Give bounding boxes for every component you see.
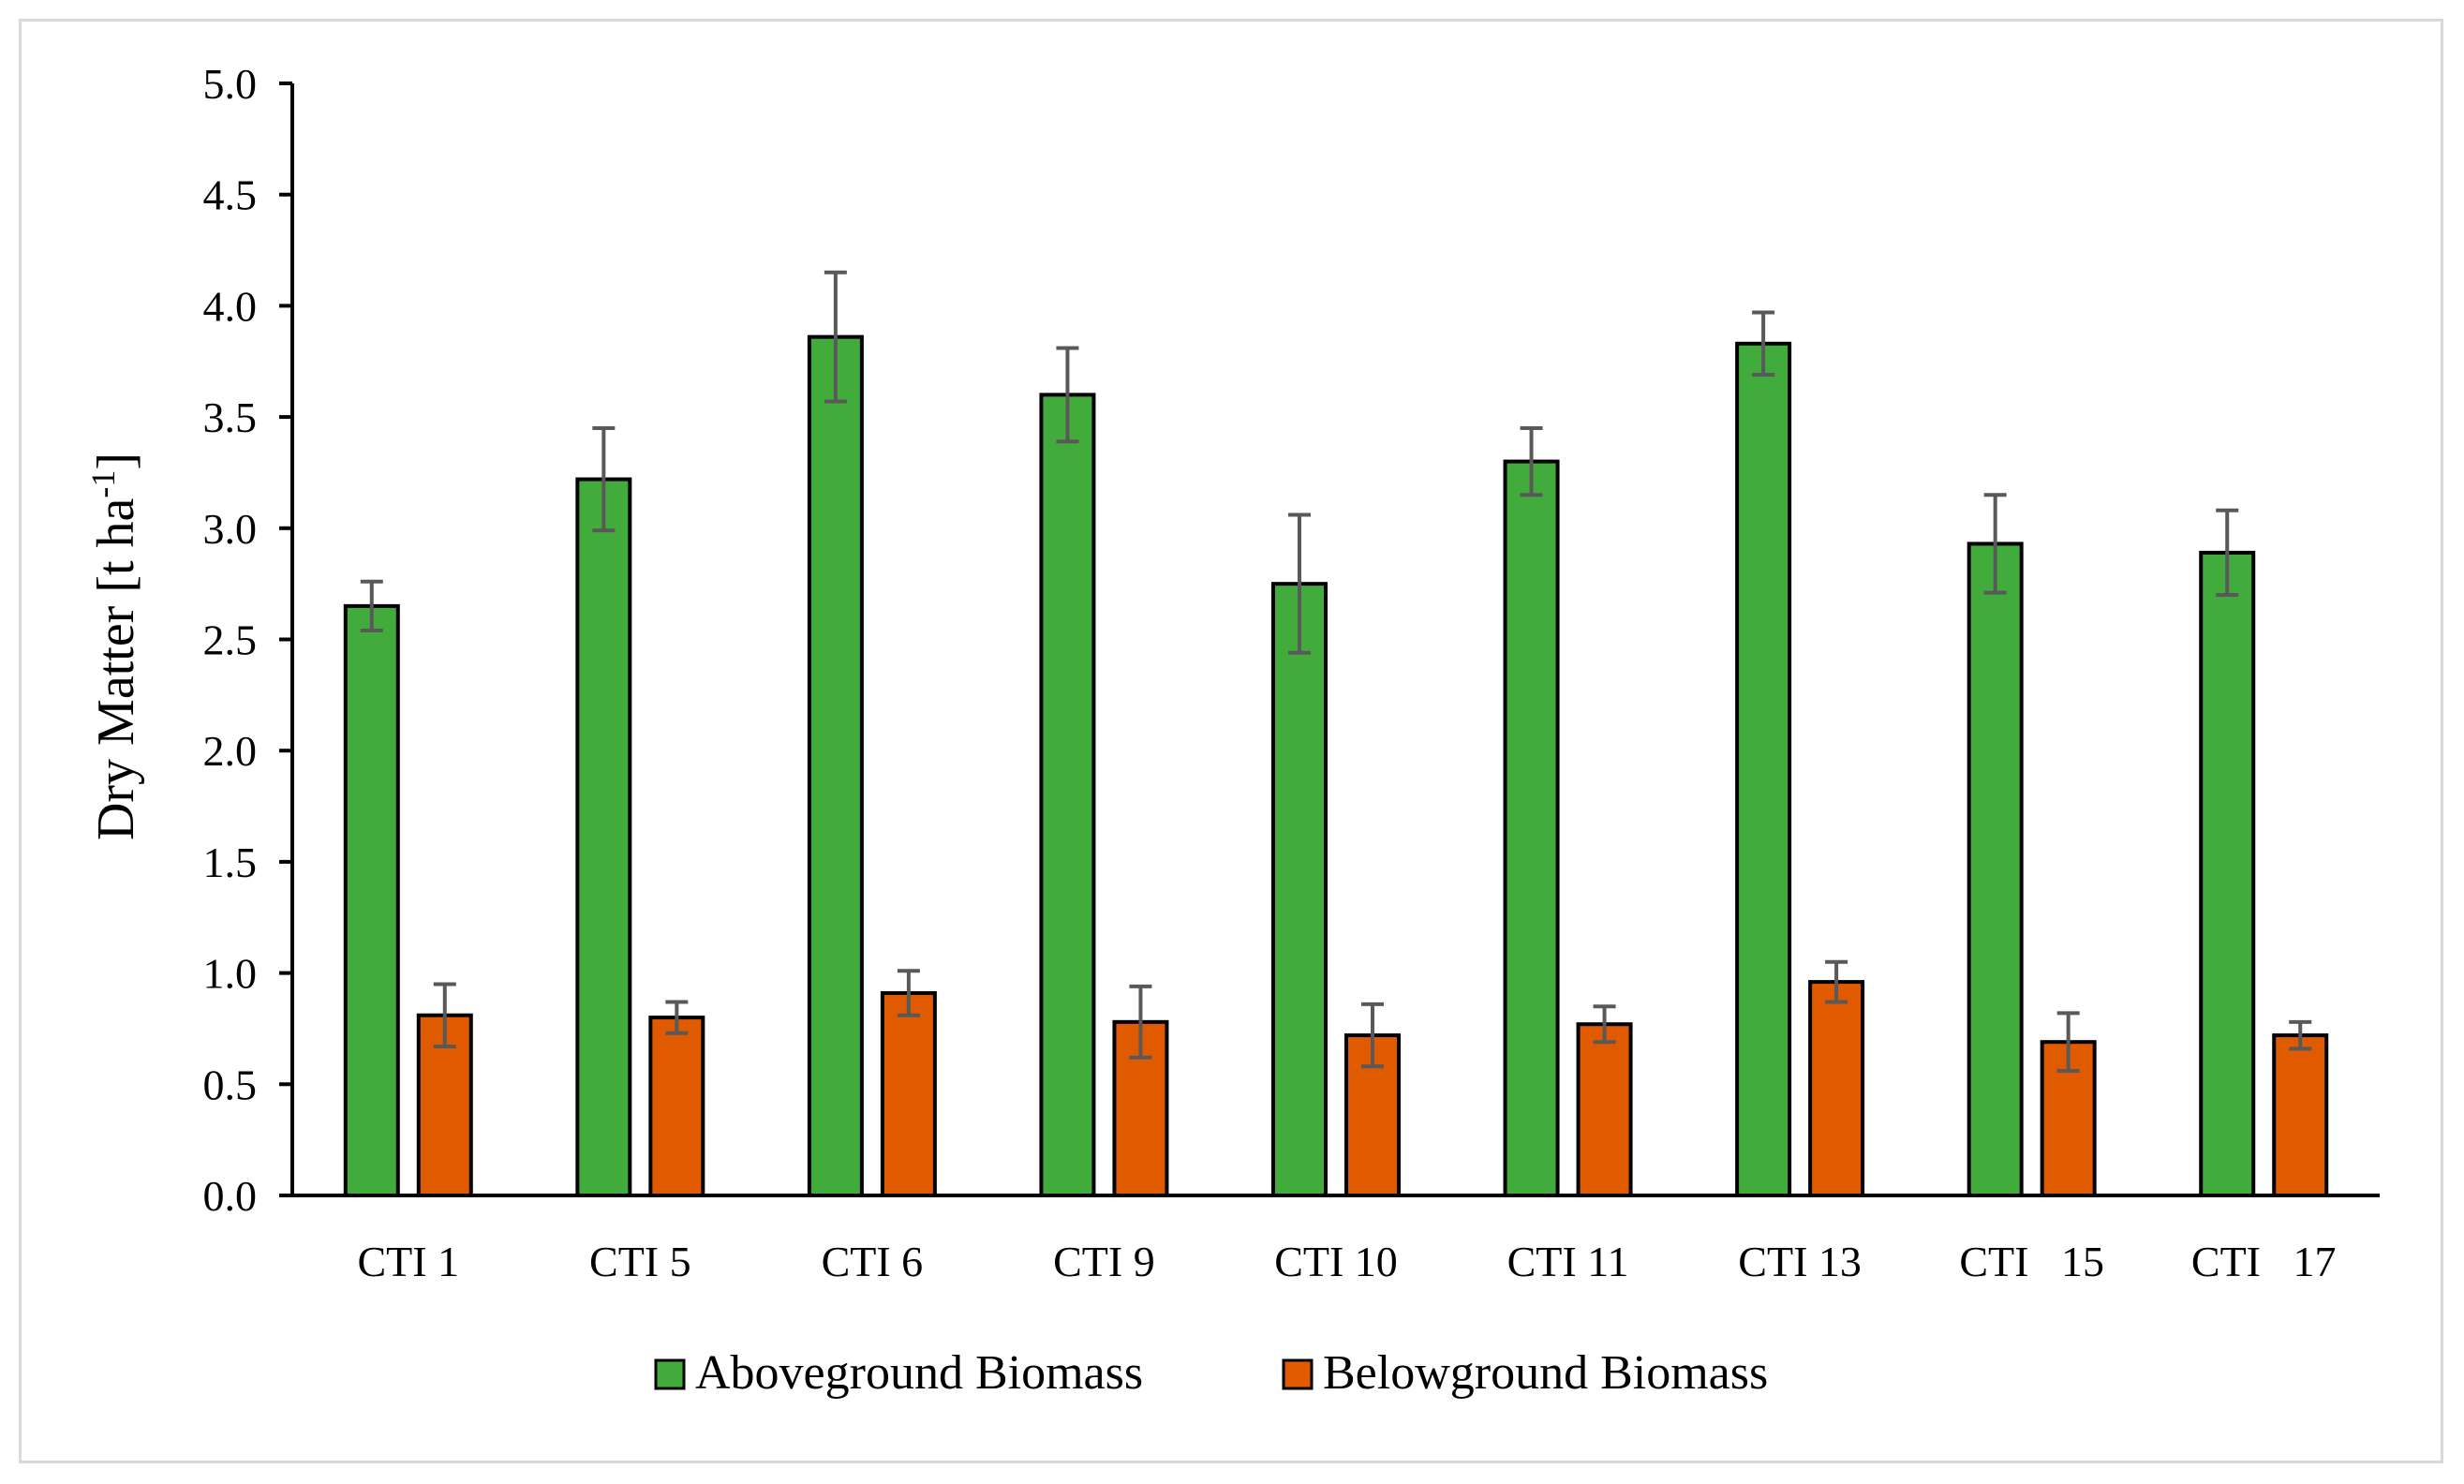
y-tick-label: 0.5	[203, 1061, 258, 1108]
y-tick-label: 3.0	[203, 505, 258, 553]
x-tick-label: CTI 13	[1738, 1238, 1862, 1285]
legend-label-belowground: Belowground Biomass	[1323, 1346, 1768, 1400]
bar-aboveground	[1503, 459, 1560, 1197]
y-tick-label: 4.5	[203, 171, 258, 219]
bar-belowground	[1808, 980, 1865, 1197]
bar-aboveground	[1735, 341, 1792, 1197]
bar-aboveground	[1967, 542, 2024, 1197]
legend-swatch-belowground	[1282, 1358, 1314, 1390]
y-tick-label: 3.5	[203, 393, 258, 441]
y-tick-label: 5.0	[203, 60, 258, 108]
legend-swatch-aboveground	[654, 1358, 686, 1390]
x-tick-label: CTI 15	[1959, 1238, 2104, 1285]
svg-text:Dry Matter [t ha-1]: Dry Matter [t ha-1]	[84, 453, 145, 840]
x-tick-label: CTI 17	[2191, 1238, 2337, 1285]
y-tick-label: 4.0	[203, 282, 258, 330]
x-tick-label: CTI 9	[1053, 1238, 1155, 1285]
y-axis-title-superscript: -1	[84, 470, 122, 498]
y-tick-label: 0.0	[203, 1172, 258, 1220]
legend: Aboveground Biomass Belowground Biomass	[654, 1346, 1768, 1400]
bar-aboveground	[2199, 550, 2256, 1197]
y-tick-label: 1.5	[203, 838, 258, 886]
y-tick-label: 2.5	[203, 616, 258, 664]
y-axis-title-main: Dry Matter [t ha	[87, 497, 145, 840]
y-tick-label: 2.0	[203, 727, 258, 775]
bar-belowground	[648, 1016, 705, 1197]
bar-aboveground	[343, 603, 400, 1197]
chart-frame	[19, 19, 2443, 1463]
plot-area: 0.0 0.5 1.0 1.5 2.0 2.5 3.0 3.5 4.0 4.5 5.0 CTI 1 CT…	[203, 60, 2380, 1285]
x-tick-label: CTI 5	[589, 1238, 691, 1285]
x-tick-label: CTI 11	[1507, 1238, 1629, 1285]
y-axis-title-close: ]	[87, 453, 145, 470]
y-axis-title: Dry Matter [t ha-1]	[84, 453, 145, 840]
bar-belowground	[2272, 1033, 2329, 1198]
bar-belowground	[880, 990, 937, 1197]
x-tick-label: CTI 1	[357, 1238, 459, 1285]
bar-aboveground	[807, 334, 864, 1197]
bar-aboveground	[575, 477, 632, 1197]
y-tick-label: 1.0	[203, 950, 258, 998]
legend-label-aboveground: Aboveground Biomass	[695, 1346, 1143, 1400]
bar-aboveground	[1271, 582, 1328, 1197]
bar-belowground	[1576, 1022, 1633, 1198]
x-tick-label: CTI 10	[1274, 1238, 1398, 1285]
x-tick-label: CTI 6	[822, 1238, 924, 1285]
bar-aboveground	[1039, 393, 1096, 1197]
